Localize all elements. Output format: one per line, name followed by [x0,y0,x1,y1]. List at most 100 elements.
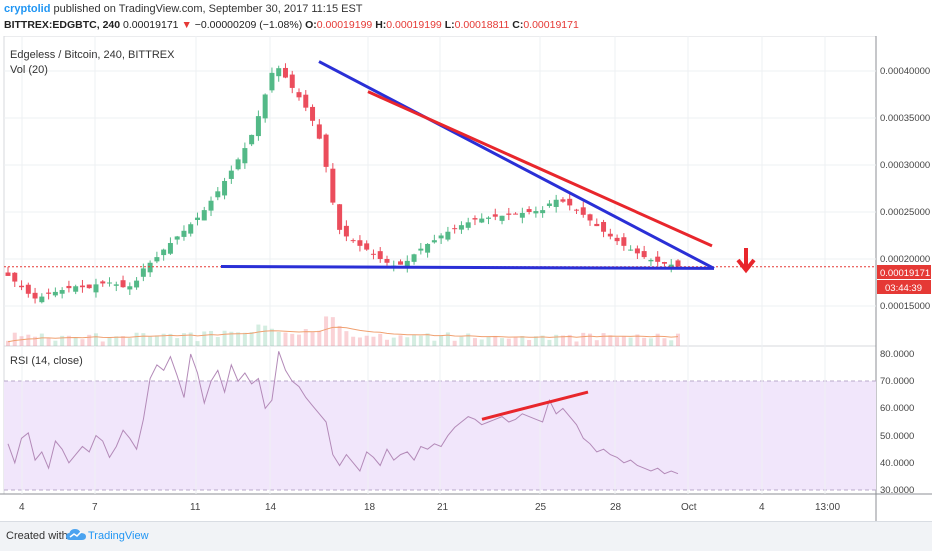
volume-bar [269,328,274,346]
candle-body [134,280,140,288]
candle-body [634,248,640,254]
volume-bars [6,316,680,346]
time-tick-label: 7 [92,502,98,513]
volume-bar [283,332,288,346]
time-tick-label: 14 [265,502,277,513]
candle-body [25,284,31,294]
volume-bar [188,332,193,346]
volume-bar [53,340,58,346]
volume-bar [418,335,423,346]
volume-bar [256,324,261,346]
grid-lines [4,36,876,494]
volume-bar [242,332,247,346]
candle-body [553,199,559,207]
high-value: 0.00019199 [386,19,442,31]
volume-bar [276,331,281,346]
candle-body [404,260,410,268]
volume-bar [80,339,85,346]
volume-bar [93,333,98,346]
published-text: published on TradingView.com, September … [53,3,363,15]
candle-body [418,248,424,251]
volume-bar [486,336,491,346]
chart-frame[interactable]: Edgeless / Bitcoin, 240, BITTREX Vol (20… [0,35,932,521]
last-price-tag-label: 0.00019171 [880,268,930,279]
volume-bar [581,332,586,346]
candle-body [641,251,647,258]
candle-body [310,106,316,121]
candle-body [675,260,681,267]
volume-bar [351,336,356,346]
volume-bar [493,335,498,346]
time-axis[interactable]: 4 7 11 14 18 21 25 28 Oct 4 13:00 [19,502,840,513]
candle-body [235,159,241,170]
volume-bar [202,331,207,346]
time-tick-label: 4 [19,502,25,513]
candle-body [364,243,370,250]
candle-body [540,210,546,214]
volume-bar [209,330,214,346]
candle-body [222,180,228,196]
candle-body [661,262,667,264]
candle-body [594,223,600,227]
candle-body [174,236,180,240]
candle-body [73,286,79,292]
candle-body [506,213,512,215]
volume-bar [46,337,51,346]
candle-body [357,240,363,246]
candle-body [215,191,221,198]
candle-body [452,228,458,230]
candle-body [648,259,654,262]
candle-body [323,134,329,167]
rsi-tick-label: 40.0000 [880,458,914,469]
price-axis[interactable]: 0.00040000 0.00035000 0.00030000 0.00025… [877,66,931,312]
high-label: H: [375,19,387,31]
quote-line: BITTREX:EDGBTC, 240 0.00019171 ▼ −0.0000… [4,19,579,31]
countdown-label: 03:44:39 [885,283,922,294]
candle-body [12,272,18,282]
volume-bar [378,333,383,346]
volume-bar [6,340,10,346]
time-tick-label: 18 [364,502,376,513]
candle-body [458,225,464,230]
candle-body [93,284,99,293]
volume-bar [560,335,565,346]
volume-bar [195,341,200,346]
chart-svg[interactable]: Edgeless / Bitcoin, 240, BITTREX Vol (20… [0,35,932,521]
volume-bar [567,334,572,346]
volume-bar [181,333,186,346]
volume-bar [500,338,505,346]
time-tick-label: 25 [535,502,547,513]
volume-average-line [7,326,679,343]
volume-bar [26,334,31,346]
author-link[interactable]: cryptolid [4,3,51,15]
volume-bar [222,330,227,346]
volume-bar [635,334,640,346]
candle-body [580,207,586,215]
volume-bar [154,335,159,346]
time-tick-label: 4 [759,502,765,513]
candle-body [330,168,336,203]
volume-bar [547,339,552,346]
price-tick-label: 0.00030000 [880,160,930,171]
candle-body [384,258,390,263]
rsi-tick-label: 50.0000 [880,431,914,442]
candle-body [100,281,106,284]
blue-support-line [220,265,715,270]
candle-body [472,218,478,220]
volume-bar [594,340,599,346]
candle-body [269,72,275,91]
candle-body [167,243,173,254]
volume-bar [33,336,38,346]
volume-bar [655,333,660,346]
rsi-axis[interactable]: 80.0000 70.0000 60.0000 50.0000 40.0000 … [880,349,914,496]
tradingview-brand-link[interactable]: TradingView [88,530,149,542]
candle-body [526,209,532,212]
main-pane-title: Edgeless / Bitcoin, 240, BITTREX [10,49,175,61]
candle-body [573,209,579,211]
volume-bar [574,341,579,346]
candle-body [242,148,248,164]
candle-body [628,249,634,251]
change-value: −0.00000209 (−1.08%) [194,19,303,31]
volume-bar [601,333,606,346]
candle-body [154,257,160,262]
